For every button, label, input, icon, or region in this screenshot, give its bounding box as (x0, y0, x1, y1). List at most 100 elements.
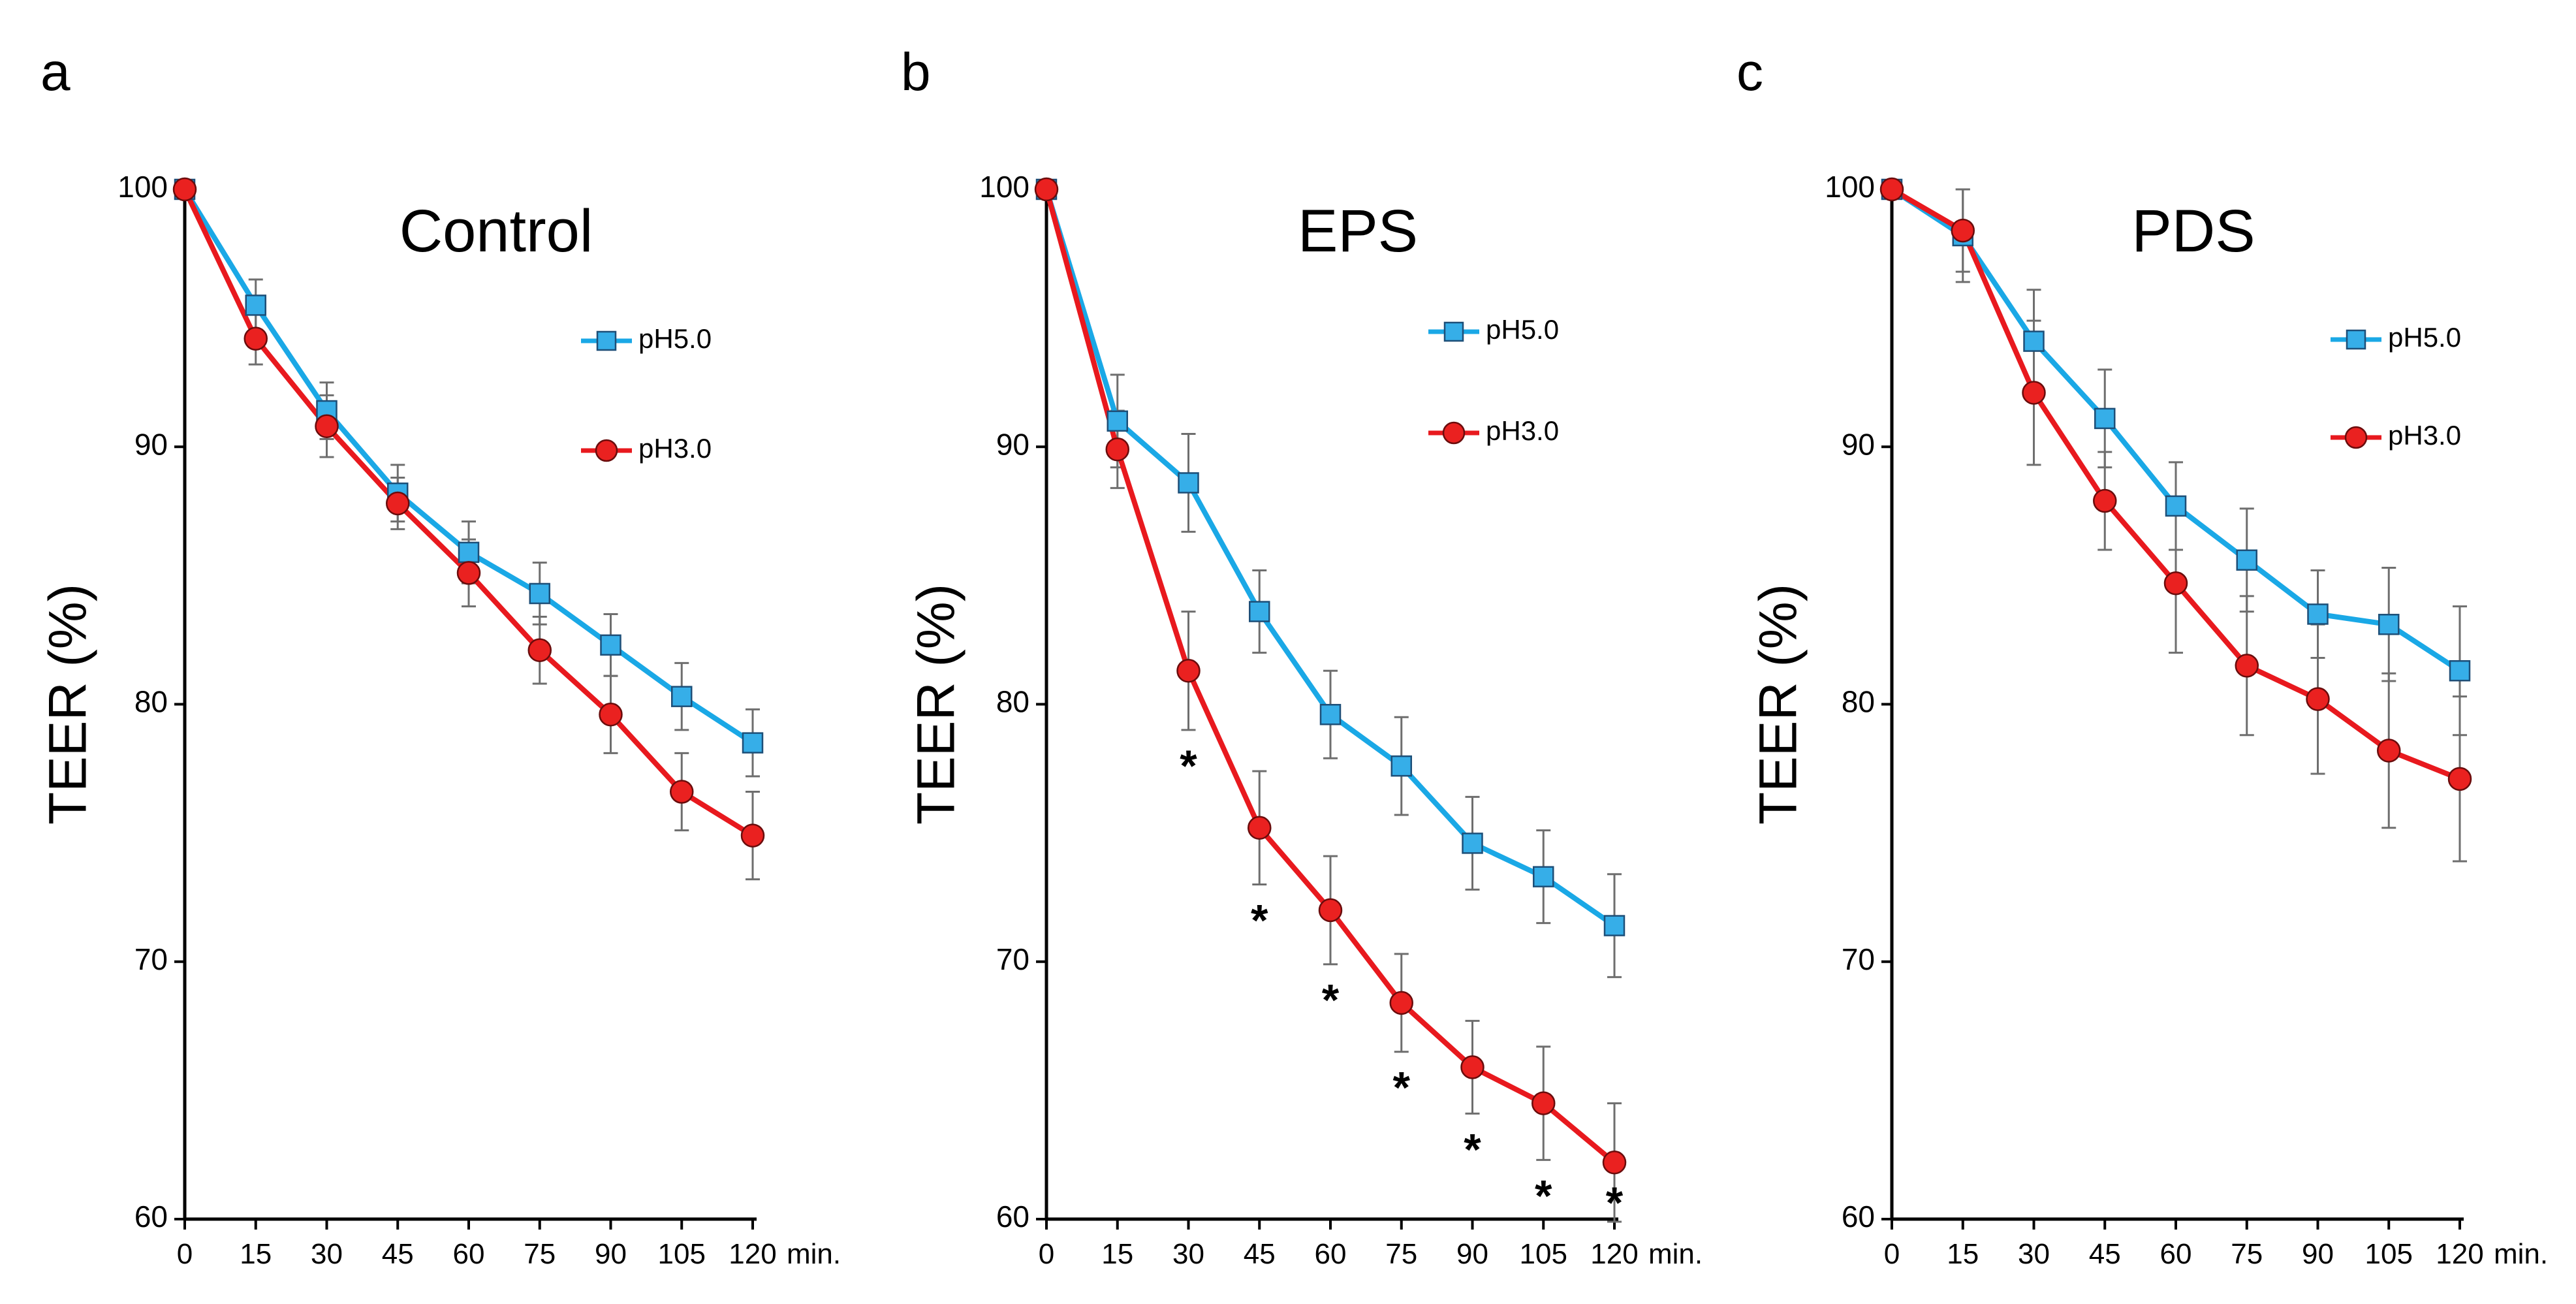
legend-label-ph50: pH5.0 (2388, 322, 2461, 353)
data-point-ph50 (671, 686, 693, 707)
data-point-ph30 (1460, 1055, 1484, 1079)
data-point-ph30 (2447, 767, 2472, 791)
data-point-ph50 (2165, 495, 2187, 517)
x-tick-label: 75 (1385, 1238, 1417, 1270)
data-point-ph50 (1603, 915, 1626, 936)
data-point-ph50 (600, 634, 621, 656)
y-tick-label: 90 (996, 427, 1029, 461)
significance-asterisk: * (1322, 976, 1340, 1025)
y-axis-label: TEER (%) (1749, 584, 1808, 825)
legend-marker-ph50 (2346, 329, 2366, 350)
chart-title: EPS (1298, 198, 1418, 264)
x-tick-label: 90 (595, 1238, 627, 1270)
x-tick-label: 0 (177, 1238, 193, 1270)
x-tick-label: 105 (1520, 1238, 1567, 1270)
data-point-ph30 (1531, 1091, 1556, 1115)
data-point-ph50 (2023, 330, 2045, 352)
x-axis-unit: min. (787, 1238, 841, 1270)
data-point-ph50 (2236, 549, 2257, 571)
data-point-ph30 (1951, 218, 1975, 243)
x-tick-label: 15 (1947, 1238, 1979, 1270)
x-axis-unit: min. (1648, 1238, 1703, 1270)
data-point-ph30 (315, 414, 339, 438)
panel-letter: c (1736, 42, 1763, 102)
data-point-ph50 (2378, 614, 2400, 635)
y-tick-label: 60 (996, 1200, 1029, 1233)
legend-label-ph50: pH5.0 (638, 323, 712, 354)
data-point-ph50 (1319, 704, 1342, 725)
y-tick-label: 60 (1842, 1200, 1875, 1233)
significance-asterisk: * (1251, 895, 1268, 945)
y-tick-label: 80 (996, 685, 1029, 719)
y-tick-label: 100 (979, 170, 1029, 204)
data-point-ph30 (2163, 571, 2188, 596)
significance-asterisk: * (1606, 1178, 1624, 1228)
legend-marker-ph30 (595, 439, 618, 462)
y-tick-label: 90 (134, 427, 168, 461)
series-line-ph50 (182, 187, 755, 745)
significance-asterisk: * (1535, 1171, 1552, 1220)
y-tick-label: 80 (134, 685, 168, 719)
x-tick-label: 30 (2018, 1238, 2050, 1270)
data-point-ph30 (2377, 739, 2401, 763)
data-point-ph50 (2307, 603, 2329, 625)
data-point-ph50 (1178, 472, 1199, 494)
panel-letter: b (901, 42, 931, 102)
significance-asterisk: * (1180, 741, 1197, 791)
data-point-ph30 (1318, 898, 1343, 923)
data-point-ph30 (740, 823, 765, 848)
data-point-ph50 (245, 294, 266, 316)
y-tick-label: 60 (134, 1200, 168, 1233)
data-point-ph50 (2449, 660, 2471, 682)
data-point-ph50 (1249, 601, 1270, 622)
x-tick-label: 0 (1884, 1238, 1900, 1270)
data-point-ph30 (599, 703, 623, 727)
chart-title: PDS (2131, 198, 2255, 264)
y-tick-label: 100 (1825, 170, 1875, 204)
data-point-ph50 (458, 541, 480, 564)
x-tick-label: 15 (1101, 1238, 1133, 1270)
legend-marker-ph50 (596, 330, 617, 351)
x-tick-label: 0 (1039, 1238, 1054, 1270)
x-tick-label: 60 (2160, 1238, 2192, 1270)
x-tick-label: 105 (658, 1238, 706, 1270)
significance-asterisk: * (1464, 1124, 1481, 1174)
x-tick-label: 60 (453, 1238, 485, 1270)
x-tick-label: 75 (524, 1238, 556, 1270)
y-axis-label: TEER (%) (39, 584, 98, 825)
chart-panel-a: a Control TEER (%) 60 70 80 90 100 0 15 30 45 60 75 90… (39, 42, 841, 1270)
y-tick-label: 70 (134, 942, 168, 976)
x-tick-label: 75 (2231, 1238, 2263, 1270)
legend-label-ph30: pH3.0 (1486, 415, 1559, 446)
y-tick-label: 90 (1842, 427, 1875, 461)
x-tick-label: 45 (1244, 1238, 1276, 1270)
series-line-ph50 (1044, 188, 1616, 928)
legend-label-ph50: pH5.0 (1486, 314, 1559, 345)
panel-letter: a (40, 42, 71, 102)
data-point-ph30 (2306, 687, 2330, 711)
chart-panel-b: b EPS TEER (%) 60 70 80 90 100 0 15 30 45 60 75 90 105 1… (901, 42, 1703, 1270)
data-point-ph30 (172, 177, 197, 202)
data-point-ph30 (2022, 381, 2046, 405)
y-tick-label: 70 (996, 942, 1029, 976)
legend-label-ph30: pH3.0 (2388, 420, 2461, 451)
data-point-ph30 (386, 491, 410, 516)
y-tick-label: 80 (1842, 685, 1875, 719)
data-point-ph30 (527, 638, 552, 662)
x-tick-label: 120 (1590, 1238, 1638, 1270)
legend-marker-ph30 (1442, 421, 1466, 445)
x-tick-label: 105 (2365, 1238, 2413, 1270)
data-point-ph30 (1879, 177, 1904, 202)
chart-panel-c: c PDS TEER (%) 60 70 80 90 100 0 15 30 45 60 75 90 105 1… (1736, 42, 2548, 1270)
data-point-ph50 (1533, 866, 1554, 887)
x-tick-label: 45 (382, 1238, 414, 1270)
data-point-ph30 (1034, 177, 1059, 202)
x-tick-label: 45 (2089, 1238, 2121, 1270)
data-point-ph30 (1248, 816, 1272, 840)
data-point-ph30 (2235, 654, 2259, 678)
significance-asterisk: * (1393, 1063, 1411, 1113)
data-point-ph30 (243, 326, 268, 351)
data-point-ph30 (2093, 488, 2117, 513)
data-point-ph50 (1390, 755, 1412, 777)
